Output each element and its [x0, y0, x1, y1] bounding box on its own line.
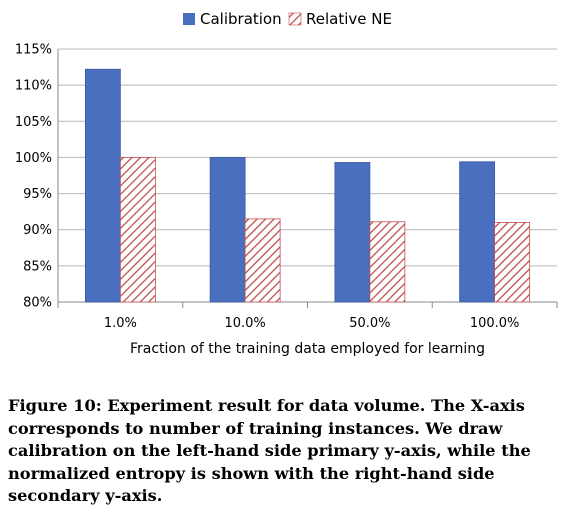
x-tick-label: 50.0%	[349, 316, 390, 331]
y-tick-label: 95%	[23, 187, 52, 202]
legend-label: Relative NE	[306, 10, 392, 28]
y-tick-label: 90%	[23, 223, 52, 238]
x-tick-labels: 1.0% 10.0% 50.0% 100.0%	[104, 316, 520, 331]
y-tick-label: 105%	[15, 115, 52, 130]
legend-label: Calibration	[200, 10, 282, 28]
y-tick-label: 100%	[15, 151, 52, 166]
y-tick-label: 115%	[15, 43, 52, 58]
y-tick-label: 110%	[15, 79, 52, 94]
bar-calibration	[209, 157, 246, 303]
bar-relative-ne	[244, 218, 281, 303]
x-tick-label: 10.0%	[224, 316, 265, 331]
bar-calibration	[84, 68, 121, 303]
legend-swatch	[288, 12, 302, 26]
bar-relative-ne	[369, 221, 406, 303]
y-tick-label: 80%	[23, 296, 52, 311]
bars	[84, 68, 531, 303]
legend: Calibration Relative NE	[183, 10, 392, 28]
y-tick-labels: 80% 85% 90% 95% 100% 105% 110% 115%	[15, 43, 52, 311]
figure-caption: Figure 10: Experiment result for data vo…	[8, 396, 531, 505]
bar-calibration	[459, 161, 496, 303]
x-axis-label: Fraction of the training data employed f…	[130, 341, 485, 357]
bar-relative-ne	[494, 222, 531, 303]
x-tick-label: 100.0%	[470, 316, 520, 331]
bar-calibration	[334, 162, 371, 303]
bar-relative-ne	[119, 157, 156, 303]
y-tick-label: 85%	[23, 259, 52, 274]
x-tick-label: 1.0%	[104, 316, 137, 331]
legend-swatch	[183, 13, 195, 25]
bar-chart: 80% 85% 90% 95% 100% 105% 110% 115% 1.0% 10.0% 50…	[15, 10, 558, 357]
